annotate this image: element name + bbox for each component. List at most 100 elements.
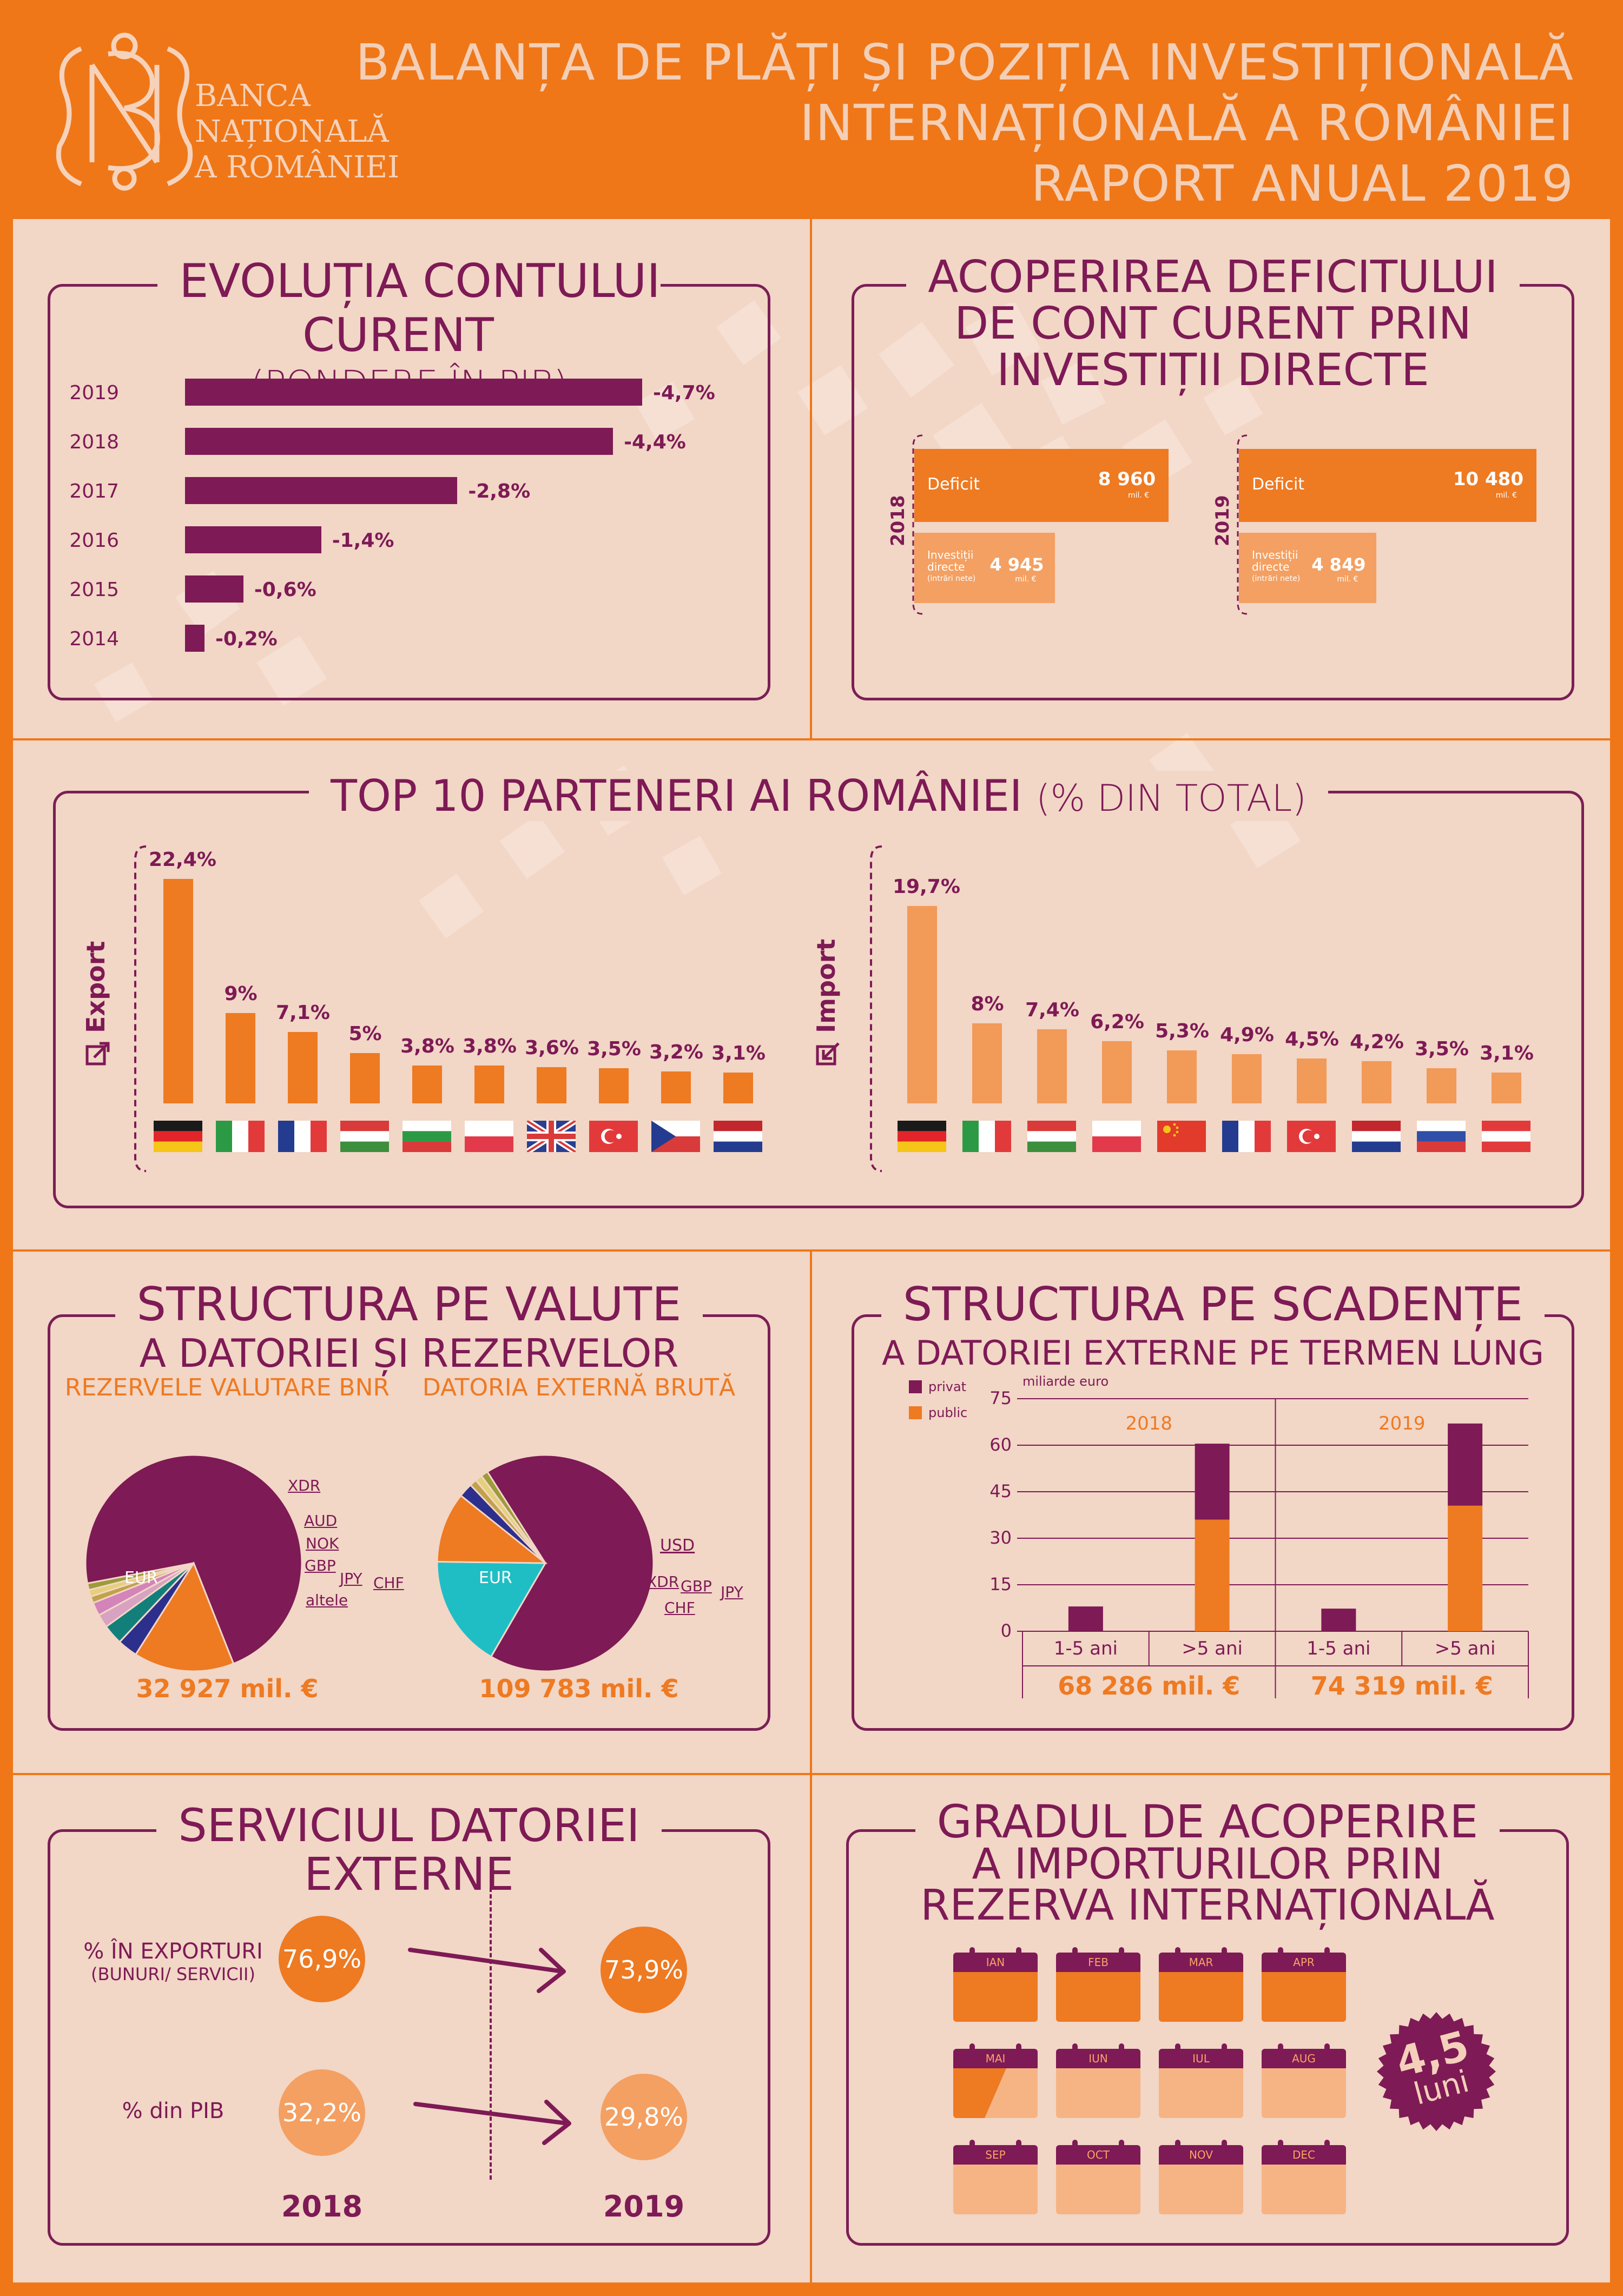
import-coverage-title: GRADUL DE ACOPERIRE A IMPORTURILOR PRIN … [846, 1795, 1569, 1927]
partner-value-label: 4,5% [1285, 1028, 1339, 1050]
flag-star [1173, 1134, 1176, 1137]
partner-flag [1352, 1121, 1401, 1152]
row-label-line: % ÎN EXPORTURI [83, 1939, 263, 1964]
ca-year-label: 2019 [69, 382, 119, 404]
bar-privat [1068, 1606, 1103, 1631]
deficit-coverage-chart: 2018 Deficit 8 960 mil. € Investiții directe(… [887, 433, 1558, 622]
calendar-body [1159, 2068, 1243, 2118]
y-tick-label: 15 [989, 1574, 1012, 1594]
import-arrow-icon [816, 1042, 840, 1066]
deficit-label: Deficit [927, 475, 980, 494]
flag-pl-icon [465, 1121, 513, 1152]
calendar-ring [1016, 2043, 1021, 2055]
flag-stripe [216, 1121, 232, 1152]
partner-flag [465, 1121, 513, 1152]
debt-service-row-label: % din PIB [122, 2099, 225, 2123]
calendar-month-icon: IUN [1056, 2043, 1140, 2118]
deficit-bar: Deficit 10 480 mil. € [1239, 449, 1536, 522]
partner-value-label: 19,7% [893, 876, 960, 898]
pie-slice [134, 1561, 235, 1672]
partner-bar [1297, 1058, 1327, 1103]
deficit-bracket [1237, 434, 1248, 615]
fdi-label: Investiții directe (intrări nete) [1252, 549, 1300, 585]
ca-value-label: -4,7% [653, 382, 715, 404]
maturity-plot [1017, 1398, 1529, 1698]
deficit-coverage-title-line: ACOPERIREA DEFICITULUI [906, 252, 1520, 303]
export-label: Export [81, 941, 110, 1033]
pie-title: DATORIA EXTERNĂ BRUTĂ [422, 1374, 736, 1401]
flag-stripe [898, 1141, 946, 1152]
partner-bar [537, 1067, 566, 1103]
calendar-ring [1324, 2140, 1330, 2152]
calendar-month-icon: FEB [1056, 1947, 1140, 2022]
currency-structure-title-line: STRUCTURA PE VALUTE [115, 1278, 703, 1332]
legend-swatch [909, 1380, 922, 1393]
calendar-body [1159, 1972, 1243, 2022]
report-title-line: RAPORT ANUAL 2019 [1031, 155, 1574, 213]
calendar-body [1262, 2068, 1346, 2118]
flag-star [1173, 1123, 1176, 1126]
flag-stripe [1027, 1131, 1076, 1142]
decrease-arrow-icon [408, 1948, 566, 1993]
calendar-ring [1278, 2043, 1283, 2055]
partner-flag [403, 1121, 451, 1152]
calendar-ring [1278, 1947, 1283, 1959]
partner-flag [1482, 1121, 1530, 1152]
debt-service-value-2018: 76,9% [279, 1916, 365, 2002]
partner-value-label: 5,3% [1155, 1020, 1209, 1042]
ca-bar [185, 625, 204, 652]
calendar-fill [953, 1972, 1038, 2022]
calendar-body [953, 2068, 1038, 2118]
deficit-bracket [912, 434, 923, 615]
flag-star [1163, 1126, 1171, 1133]
calendar-ring [1324, 1947, 1330, 1959]
partner-bar [288, 1032, 318, 1103]
flag-stripe [340, 1131, 389, 1142]
pie-label: RON [568, 1496, 604, 1514]
group-total-label: 68 286 mil. € [1058, 1671, 1241, 1701]
pie-chart [436, 1454, 655, 1672]
partner-value-label: 8% [971, 992, 1004, 1015]
partner-value-label: 4,9% [1220, 1024, 1274, 1047]
y-tick-label: 30 [989, 1527, 1012, 1548]
ca-year-label: 2017 [69, 480, 119, 502]
flag-stripe [962, 1121, 979, 1152]
export-chart: 22,4% 9% 7,1% 5% 3,8% 3,8% 3,6% 3,5% 3,2% 3,1% [149, 849, 784, 1157]
flag-stripe [1352, 1121, 1401, 1132]
legend-label: privat [928, 1379, 967, 1394]
partners-title-wrap: TOP 10 PARTENERI AI ROMÂNIEI (% DIN TOTA… [309, 771, 1328, 821]
calendar-month-icon: MAI [953, 2043, 1038, 2118]
deficit-coverage-title: ACOPERIREA DEFICITULUI DE CONT CURENT PR… [852, 252, 1574, 394]
legend-swatch [909, 1406, 922, 1419]
flag-stripe [154, 1141, 202, 1152]
deficit-value: 8 960 [1098, 468, 1156, 490]
bracket-line [1237, 434, 1248, 615]
y-tick-label: 75 [989, 1388, 1012, 1408]
calendar-ring [969, 1947, 975, 1959]
partner-value-label: 3,6% [525, 1037, 579, 1060]
bank-name: BANCA NAȚIONALĂ A ROMÂNIEI [195, 78, 399, 186]
fdi-label-line: directe [1252, 560, 1290, 573]
calendar-fill [1056, 1972, 1140, 2022]
flag-stripe [995, 1121, 1011, 1152]
report-title-line: BALANȚA DE PLĂȚI ȘI POZIȚIA INVESTIȚIONA… [355, 34, 1574, 91]
pie-title: REZERVELE VALUTARE BNR [64, 1374, 390, 1401]
flag-stripe [311, 1121, 327, 1152]
flag-stripe [714, 1121, 762, 1132]
currency-structure-title-line: A DATORIEI ȘI REZERVELOR [139, 1331, 679, 1376]
flag-stripe [1417, 1121, 1466, 1132]
calendar-ring [1278, 2140, 1283, 2152]
export-axis-label: Export [81, 941, 124, 1109]
partner-flag [278, 1121, 327, 1152]
bar-privat [1321, 1609, 1356, 1631]
pie-slice [436, 1560, 547, 1658]
calendar-body [1056, 2068, 1140, 2118]
partner-flag [714, 1121, 762, 1152]
deficit-unit: mil. € [1495, 491, 1517, 500]
calendar-body [953, 1972, 1038, 2022]
report-title-line: INTERNAȚIONALĂ A ROMÂNIEI [800, 94, 1574, 152]
calendar-month-label: IUN [1056, 2049, 1140, 2068]
partner-value-label: 3,8% [463, 1035, 517, 1057]
fdi-value: 4 945 [989, 554, 1044, 575]
ca-value-label: -1,4% [332, 530, 394, 552]
